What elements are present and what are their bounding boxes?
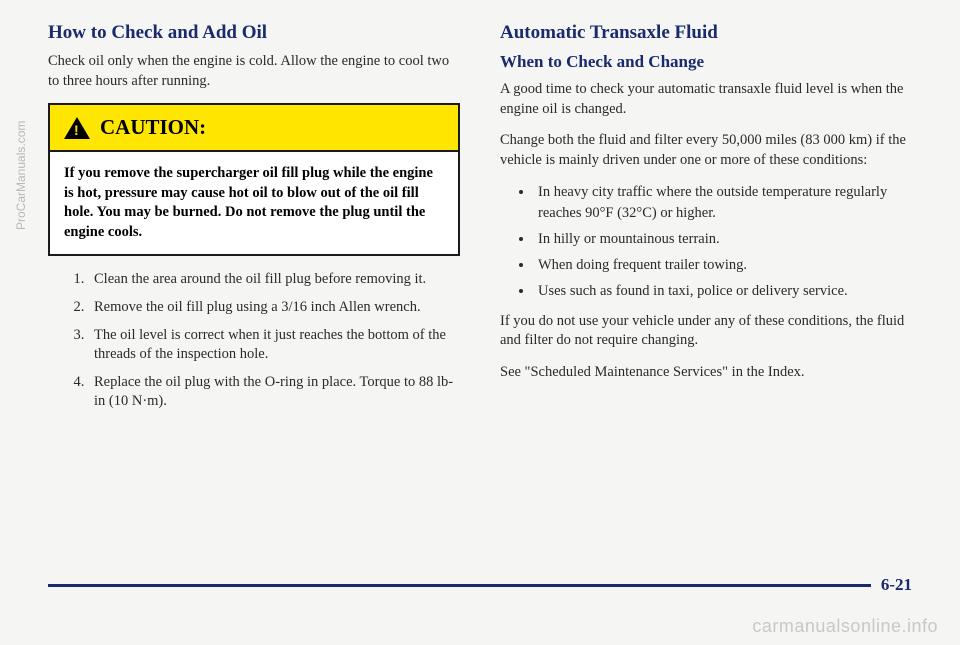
caution-label: CAUTION: [100,115,206,140]
caution-header: CAUTION: [50,105,458,150]
page-footer: 6-21 [48,575,912,595]
right-p2: Change both the fluid and filter every 5… [500,131,912,170]
oil-steps-list: Clean the area around the oil fill plug … [48,270,460,411]
two-column-layout: How to Check and Add Oil Check oil only … [48,22,912,420]
caution-body-text: If you remove the supercharger oil fill … [50,150,458,254]
right-column: Automatic Transaxle Fluid When to Check … [500,22,912,420]
manual-page: How to Check and Add Oil Check oil only … [0,0,960,645]
step-item: The oil level is correct when it just re… [88,326,460,365]
condition-item: In hilly or mountainous terrain. [534,229,912,249]
conditions-list: In heavy city traffic where the outside … [500,182,912,301]
condition-item: In heavy city traffic where the outside … [534,182,912,223]
left-intro: Check oil only when the engine is cold. … [48,52,460,91]
side-watermark: ProCarManuals.com [14,121,28,230]
page-number: 6-21 [871,575,912,595]
condition-item: When doing frequent trailer towing. [534,255,912,275]
left-heading: How to Check and Add Oil [48,22,460,44]
right-p4: See "Scheduled Maintenance Services" in … [500,363,912,383]
right-subheading: When to Check and Change [500,52,912,72]
step-item: Clean the area around the oil fill plug … [88,270,460,290]
right-p1: A good time to check your automatic tran… [500,80,912,119]
right-heading: Automatic Transaxle Fluid [500,22,912,44]
condition-item: Uses such as found in taxi, police or de… [534,281,912,301]
step-item: Replace the oil plug with the O-ring in … [88,373,460,412]
warning-triangle-icon [64,117,90,139]
footer-rule [48,584,871,587]
bottom-watermark: carmanualsonline.info [752,616,938,637]
caution-box: CAUTION: If you remove the supercharger … [48,103,460,256]
left-column: How to Check and Add Oil Check oil only … [48,22,460,420]
step-item: Remove the oil fill plug using a 3/16 in… [88,298,460,318]
right-p3: If you do not use your vehicle under any… [500,312,912,351]
